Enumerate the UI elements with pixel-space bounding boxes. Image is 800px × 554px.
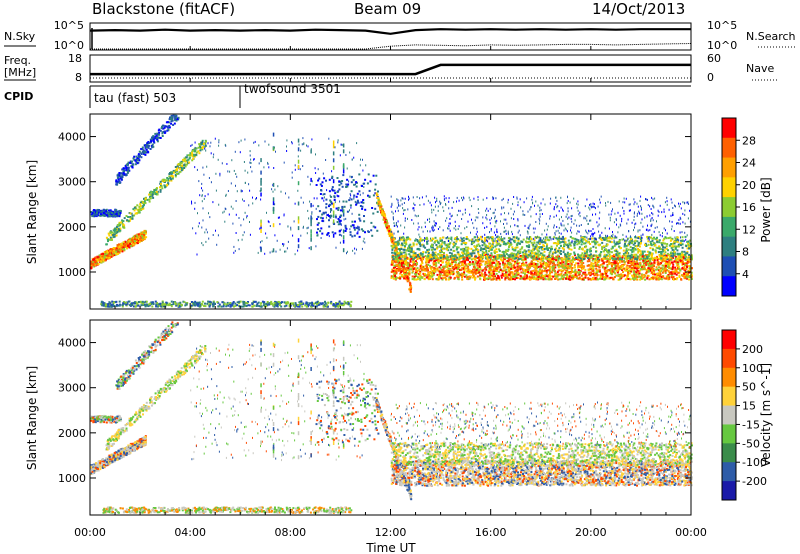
nave-label: Nave xyxy=(746,62,774,75)
ytick-label-2: 3000 xyxy=(58,176,86,189)
power-colorbar: 28 24 20 16 12 8 4 xyxy=(721,117,756,297)
freq-tick-top: 18 xyxy=(68,52,82,65)
xaxis-label: Time UT xyxy=(365,541,416,554)
colorbar-cell-2 xyxy=(722,157,736,178)
colorbar-label-3: 16 xyxy=(742,201,756,214)
xtick-label-5: 20:00 xyxy=(575,526,607,539)
velocity-yaxis: 1000 2000 3000 4000 xyxy=(58,337,691,485)
ytick-label-1: 2000 xyxy=(58,427,86,440)
beam-label: Beam 09 xyxy=(354,0,421,18)
nsearch-tick-top: 10^5 xyxy=(707,19,737,32)
cpid-segment-0: tau (fast) 503 xyxy=(94,91,176,105)
power-ylabel: Slant Range [km] xyxy=(25,160,39,264)
colorbar-cell-4 xyxy=(722,405,736,425)
velocity-colorbar-label: Velocity [m s^-1] xyxy=(759,363,773,467)
power-yaxis: 1000 2000 3000 4000 xyxy=(58,131,691,279)
ytick-label-0: 1000 xyxy=(58,266,86,279)
colorbar-label-6: 4 xyxy=(742,268,749,281)
colorbar-cell-2 xyxy=(722,367,736,388)
colorbar-label-4: -15 xyxy=(742,418,760,431)
colorbar-cell-8 xyxy=(722,276,736,297)
colorbar-cell-1 xyxy=(722,348,736,369)
xtick-label-2: 08:00 xyxy=(274,526,306,539)
ytick-label-0: 1000 xyxy=(58,472,86,485)
freq-series-0 xyxy=(90,63,691,76)
colorbar-cell-1 xyxy=(722,137,736,159)
nsky-tick-bottom: 10^0 xyxy=(54,39,84,52)
cpid-label: CPID xyxy=(4,90,33,103)
colorbar-label-2: 20 xyxy=(742,179,756,192)
colorbar-label-5: -50 xyxy=(742,437,760,450)
power-colorbar-label: Power [dB] xyxy=(759,177,773,242)
colorbar-cell-0 xyxy=(722,118,736,139)
velocity-ylabel: Slant Range [km] xyxy=(25,366,39,470)
colorbar-label-1: 100 xyxy=(742,362,763,375)
freq-label: Freq. [MHz] xyxy=(4,54,36,79)
freq-tick-bottom: 8 xyxy=(75,71,82,84)
xtick-label-1: 04:00 xyxy=(174,526,206,539)
colorbar-cell-0 xyxy=(722,330,736,350)
nave-tick-top: 60 xyxy=(707,52,721,65)
nsky-tick-top: 10^5 xyxy=(54,19,84,32)
velocity-heatmap xyxy=(90,321,693,514)
xtick-label-4: 16:00 xyxy=(475,526,507,539)
colorbar-cell-3 xyxy=(722,177,736,198)
ytick-label-3: 4000 xyxy=(58,337,86,350)
time-axis: 00:00 04:00 08:00 12:00 16:00 20:00 00:00 xyxy=(74,46,707,539)
ytick-label-3: 4000 xyxy=(58,131,86,144)
colorbar-cell-3 xyxy=(722,386,736,407)
xtick-label-3: 12:00 xyxy=(375,526,407,539)
freq-label-line1: Freq. xyxy=(4,54,31,67)
freq-label-line2: [MHz] xyxy=(4,66,36,79)
colorbar-cell-7 xyxy=(722,256,736,277)
xtick-label-0: 00:00 xyxy=(74,526,106,539)
colorbar-cell-6 xyxy=(722,236,736,257)
colorbar-cell-5 xyxy=(722,216,736,238)
nsearch-label: N.Search xyxy=(746,30,796,43)
colorbar-label-4: 12 xyxy=(742,223,756,236)
ytick-label-1: 2000 xyxy=(58,221,86,234)
colorbar-label-2: 50 xyxy=(742,381,756,394)
colorbar-label-0: 28 xyxy=(742,134,756,147)
power-heatmap xyxy=(90,114,693,308)
colorbar-cell-6 xyxy=(722,443,736,463)
xtick-label-6: 00:00 xyxy=(675,526,707,539)
chart-title: Blackstone (fitACF) xyxy=(92,0,235,18)
colorbar-cell-5 xyxy=(722,424,736,444)
colorbar-label-0: 200 xyxy=(742,343,763,356)
date-label: 14/Oct/2013 xyxy=(592,0,685,18)
colorbar-label-3: 15 xyxy=(742,400,756,413)
cpid-segment-1: twofsound 3501 xyxy=(244,82,341,96)
nsky-label: N.Sky xyxy=(4,30,36,43)
nave-tick-bottom: 0 xyxy=(707,71,714,84)
colorbar-label-1: 24 xyxy=(742,157,756,170)
colorbar-label-7: -200 xyxy=(742,475,767,488)
nsearch-tick-bottom: 10^0 xyxy=(707,39,737,52)
velocity-colorbar: 200 100 50 15 -15 -50 -100 -200 xyxy=(721,329,767,501)
nsky-series-group xyxy=(89,28,692,50)
colorbar-cell-7 xyxy=(722,462,736,482)
nsky-series-0 xyxy=(89,28,691,35)
freq-series-group xyxy=(90,63,691,79)
colorbar-cell-4 xyxy=(722,197,736,218)
colorbar-frame xyxy=(721,329,737,501)
ytick-label-2: 3000 xyxy=(58,382,86,395)
colorbar-cell-8 xyxy=(722,481,736,501)
power-panel-frame xyxy=(89,113,692,310)
colorbar-label-5: 8 xyxy=(742,246,749,259)
colorbar-label-6: -100 xyxy=(742,456,767,469)
